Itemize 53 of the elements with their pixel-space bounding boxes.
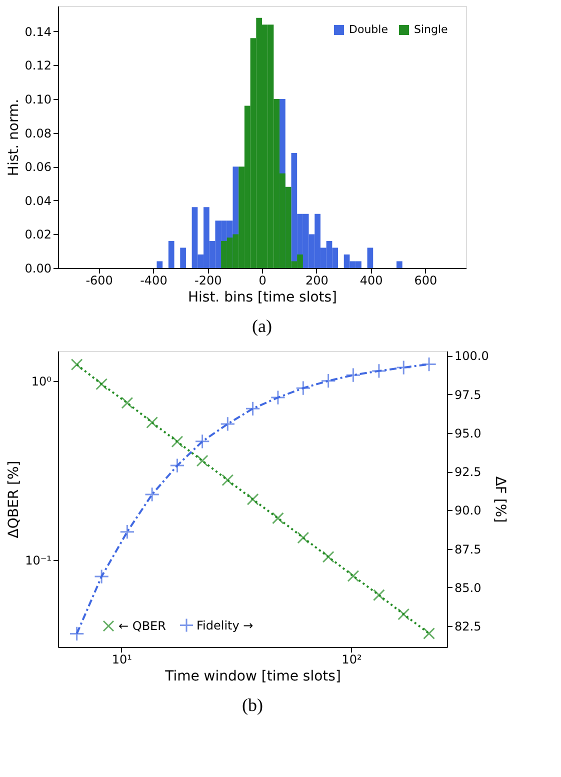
y-tick-label: 0.00 bbox=[24, 262, 52, 276]
point bbox=[121, 396, 134, 409]
text: (a) bbox=[252, 316, 272, 336]
text: (b) bbox=[242, 695, 263, 715]
y-tick-label: 0.04 bbox=[24, 194, 52, 208]
legend-label: ← QBER bbox=[118, 619, 166, 633]
y-tick-label: 10⁰ bbox=[31, 374, 52, 388]
y-tick-label: 0.14 bbox=[24, 24, 52, 39]
y2-axis-title: ΔF [%] bbox=[492, 476, 508, 523]
point bbox=[322, 550, 334, 563]
y2-tick-label: 97.5 bbox=[454, 388, 482, 402]
point bbox=[347, 570, 360, 582]
point bbox=[297, 532, 310, 544]
x-tick-label: 400 bbox=[360, 274, 383, 288]
point bbox=[398, 608, 410, 620]
y-tick-label: 0.02 bbox=[24, 228, 52, 242]
point bbox=[222, 474, 234, 486]
x-axis-title: Time window [time slots] bbox=[164, 668, 341, 684]
y2-tick-label: 82.5 bbox=[454, 620, 482, 634]
y-tick-label: 10⁻¹ bbox=[25, 553, 52, 568]
y2-tick-label: 100.0 bbox=[454, 349, 489, 364]
point bbox=[423, 627, 436, 640]
y-tick-label: 0.08 bbox=[24, 126, 52, 140]
x-tick-label: -400 bbox=[140, 274, 168, 288]
legend-label: Single bbox=[414, 23, 448, 36]
x-tick-label: 0 bbox=[258, 274, 266, 288]
y-tick-label: 0.12 bbox=[24, 58, 52, 73]
y-tick-label: 0.06 bbox=[24, 160, 52, 174]
x-tick-label: -600 bbox=[86, 274, 113, 288]
point bbox=[246, 493, 259, 506]
x-tick-label: 600 bbox=[414, 274, 438, 288]
point bbox=[146, 416, 158, 428]
point bbox=[372, 589, 385, 602]
y-axis-title: Hist. norm. bbox=[6, 98, 22, 176]
x-tick-label: 10² bbox=[342, 652, 362, 666]
y-axis-title: ΔQBER [%] bbox=[6, 460, 22, 538]
y2-tick-label: 92.5 bbox=[454, 465, 482, 480]
x-tick-label: 10¹ bbox=[112, 652, 132, 666]
x-tick-label: 200 bbox=[305, 274, 328, 288]
point bbox=[171, 436, 184, 448]
y2-tick-label: 90.0 bbox=[454, 504, 482, 518]
x-tick-label: -200 bbox=[194, 274, 222, 288]
point bbox=[96, 378, 108, 390]
y2-tick-label: 85.0 bbox=[454, 580, 482, 595]
legend-label: Fidelity → bbox=[196, 618, 254, 632]
y2-tick-label: 95.0 bbox=[454, 426, 482, 440]
point bbox=[196, 454, 208, 467]
y2-tick-label: 87.5 bbox=[454, 542, 482, 556]
x-axis-title: Hist. bins [time slots] bbox=[188, 290, 338, 306]
point bbox=[272, 512, 284, 524]
y-tick-label: 0.10 bbox=[24, 92, 52, 106]
legend-label: Double bbox=[349, 23, 388, 36]
point bbox=[70, 358, 83, 371]
